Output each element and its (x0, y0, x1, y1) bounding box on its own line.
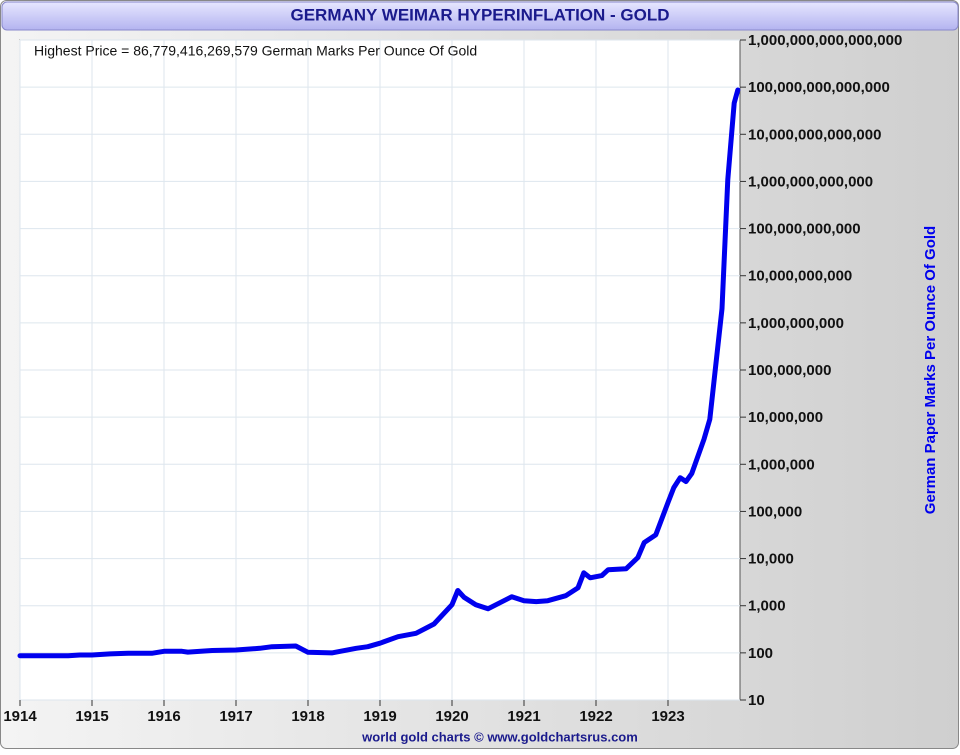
x-tick-label: 1916 (147, 708, 180, 725)
footer: world gold charts © www.goldchartsrus.co… (361, 729, 638, 744)
y-tick-label: 100,000,000 (748, 362, 831, 379)
x-tick-label: 1919 (363, 708, 396, 725)
y-tick-label: 10,000,000,000,000 (748, 126, 881, 143)
y-tick-label: 100,000,000,000,000 (748, 79, 890, 96)
y-tick-label: 10 (748, 692, 765, 709)
x-tick-label: 1914 (3, 708, 37, 725)
y-axis-label: German Paper Marks Per Ounce Of Gold (922, 226, 939, 514)
y-tick-label: 1,000,000,000 (748, 315, 844, 332)
x-tick-label: 1917 (219, 708, 252, 725)
x-tick-label: 1921 (507, 708, 540, 725)
series-line (17, 87, 741, 659)
chart-title: GERMANY WEIMAR HYPERINFLATION - GOLD (290, 5, 669, 24)
header-bar (1, 1, 959, 31)
annotation: Highest Price = 86,779,416,269,579 Germa… (34, 43, 477, 59)
y-tick-label: 100,000,000,000 (748, 221, 861, 238)
x-tick-label: 1915 (75, 708, 108, 725)
y-tick-label: 1,000,000,000,000 (748, 173, 873, 190)
y-tick-label: 1,000,000 (748, 456, 815, 473)
x-tick-label: 1918 (291, 708, 324, 725)
y-tick-label: 10,000,000 (748, 409, 823, 426)
y-tick-label: 10,000 (748, 551, 794, 568)
x-tick-label: 1923 (651, 708, 684, 725)
y-tick-label: 1,000 (748, 598, 786, 615)
x-tick-label: 1920 (435, 708, 468, 725)
y-tick-label: 100,000 (748, 503, 802, 520)
y-tick-label: 10,000,000,000 (748, 268, 852, 285)
x-tick-label: 1922 (579, 708, 612, 725)
y-tick-label: 1,000,000,000,000,000 (748, 32, 902, 49)
y-tick-label: 100 (748, 645, 773, 662)
